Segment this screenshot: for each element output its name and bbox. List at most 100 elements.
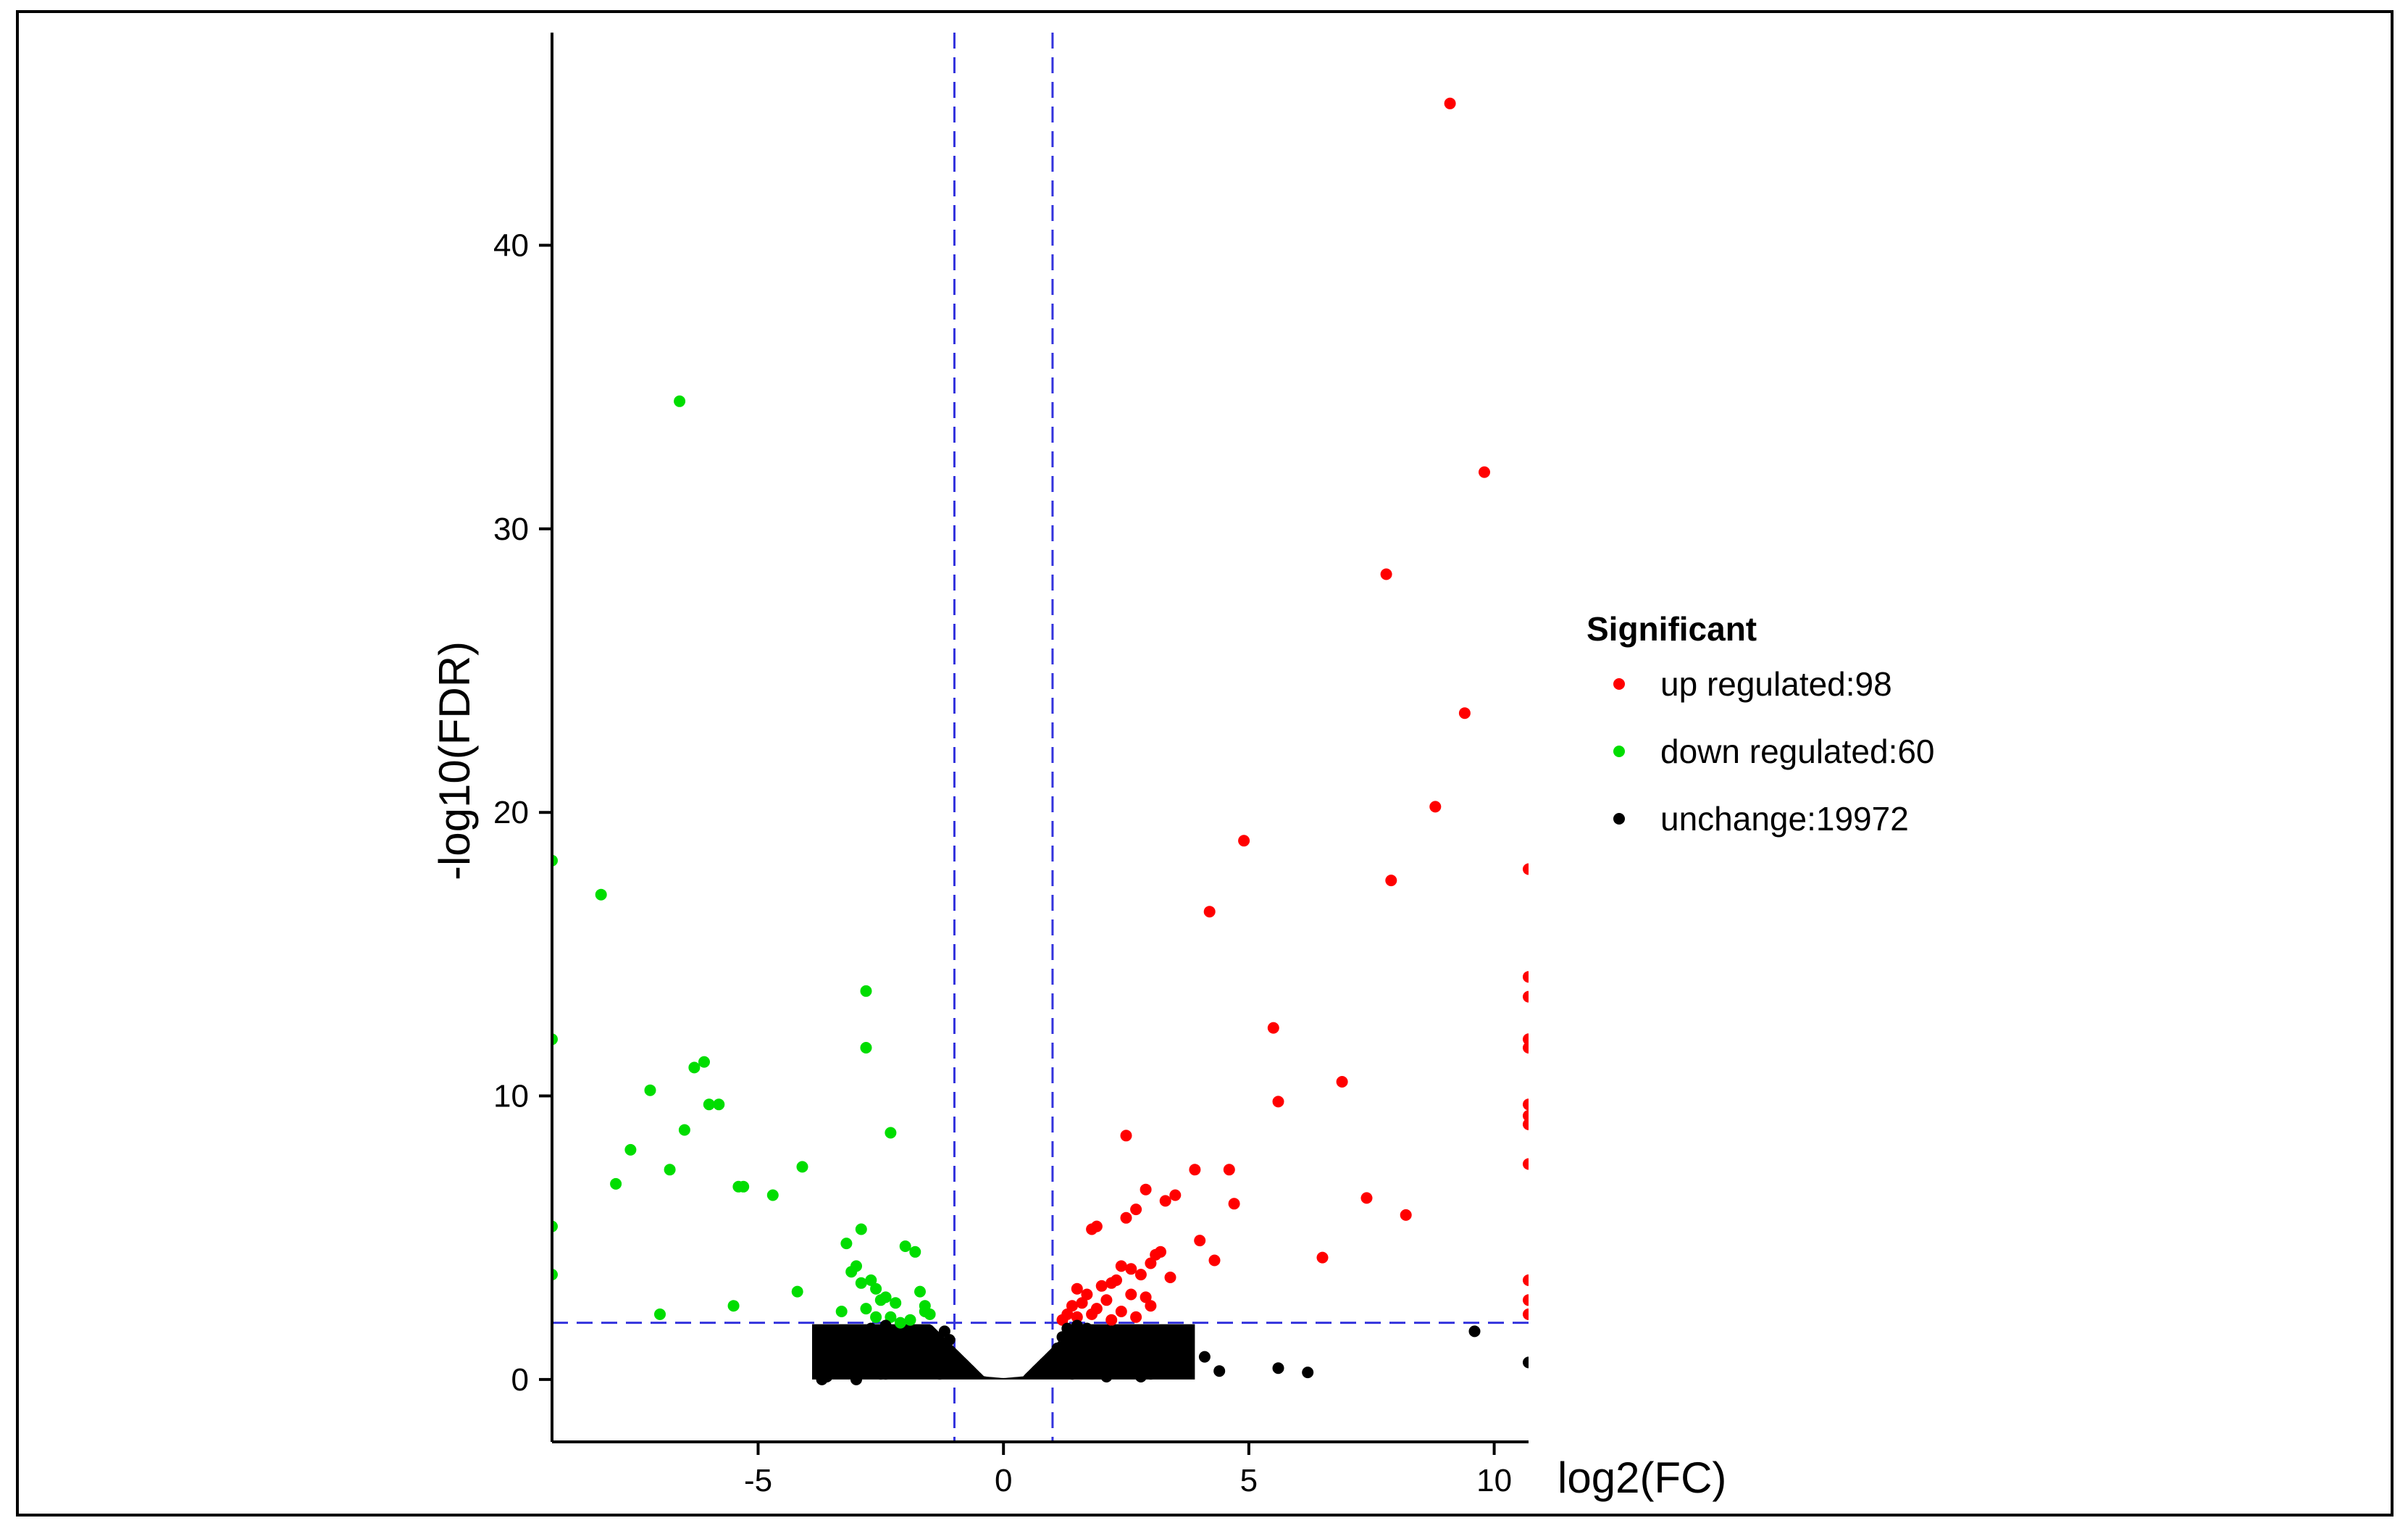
- point-unchange: [1100, 1371, 1113, 1382]
- point-up-regulated: [1523, 1294, 1529, 1306]
- point-up-regulated: [1145, 1300, 1157, 1312]
- point-up-regulated: [1105, 1314, 1118, 1326]
- point-down-regulated: [914, 1285, 926, 1298]
- point-down-regulated: [860, 985, 872, 997]
- point-up-regulated: [1115, 1260, 1127, 1272]
- legend-swatch-up: [1613, 678, 1625, 690]
- point-down-regulated: [855, 1277, 867, 1289]
- point-up-regulated: [1458, 707, 1471, 719]
- point-up-regulated: [1380, 568, 1392, 580]
- y-tick-label: 40: [493, 228, 529, 264]
- y-tick-label: 30: [493, 512, 529, 547]
- point-down-regulated: [870, 1311, 882, 1323]
- point-up-regulated: [1130, 1203, 1142, 1216]
- point-unchange: [1115, 1345, 1127, 1357]
- point-up-regulated: [1267, 1022, 1279, 1034]
- axes: -5 0 5 10 0 10 20 30 40: [493, 33, 1529, 1498]
- point-up-regulated: [1523, 863, 1529, 875]
- point-unchange: [830, 1351, 843, 1363]
- point-unchange: [914, 1325, 926, 1338]
- point-unchange: [943, 1334, 956, 1346]
- point-up-regulated: [1081, 1288, 1093, 1301]
- point-down-regulated: [796, 1161, 808, 1173]
- point-up-regulated: [1360, 1192, 1373, 1204]
- point-down-regulated: [664, 1164, 676, 1176]
- point-unchange: [1061, 1362, 1074, 1374]
- point-up-regulated: [1479, 466, 1490, 478]
- point-unchange: [1071, 1319, 1083, 1332]
- point-up-regulated: [1169, 1189, 1182, 1201]
- legend: Significant up regulated:98 down regulate…: [1586, 610, 1935, 838]
- point-unchange: [1155, 1362, 1166, 1374]
- point-up-regulated: [1145, 1257, 1157, 1269]
- point-down-regulated: [713, 1098, 725, 1111]
- point-up-regulated: [1125, 1263, 1137, 1275]
- x-tick-label: -5: [744, 1463, 772, 1498]
- point-unchange: [1120, 1359, 1132, 1372]
- point-down-regulated: [865, 1274, 877, 1286]
- point-unchange: [1302, 1367, 1314, 1379]
- point-up-regulated: [1111, 1274, 1122, 1286]
- point-up-regulated: [1155, 1246, 1166, 1258]
- point-unchange: [894, 1351, 906, 1363]
- point-up-regulated: [1164, 1272, 1176, 1283]
- point-unchange: [821, 1371, 833, 1382]
- point-up-regulated: [1125, 1288, 1137, 1301]
- point-unchange: [1523, 1356, 1529, 1369]
- x-tick-label: 5: [1240, 1463, 1258, 1498]
- point-unchange: [885, 1342, 897, 1354]
- point-unchange: [914, 1342, 926, 1354]
- point-unchange: [924, 1348, 936, 1360]
- point-unchange: [850, 1373, 862, 1385]
- point-up-regulated: [1159, 1195, 1171, 1207]
- point-down-regulated: [654, 1308, 666, 1320]
- point-up-regulated: [1523, 1098, 1529, 1111]
- point-unchange: [1140, 1337, 1152, 1348]
- point-unchange: [1198, 1351, 1211, 1363]
- point-up-regulated: [1194, 1235, 1206, 1247]
- point-down-regulated: [904, 1314, 916, 1326]
- point-up-regulated: [1100, 1294, 1113, 1306]
- point-up-regulated: [1400, 1209, 1412, 1221]
- y-tick-label: 20: [493, 795, 529, 830]
- point-unchange: [1145, 1368, 1157, 1380]
- point-down-regulated: [610, 1177, 622, 1190]
- point-up-regulated: [1523, 1158, 1529, 1170]
- point-down-regulated: [703, 1098, 715, 1111]
- point-unchange: [1081, 1322, 1093, 1335]
- point-unchange: [1468, 1325, 1481, 1338]
- point-down-regulated: [727, 1300, 740, 1312]
- point-down-regulated: [855, 1223, 867, 1235]
- point-down-regulated: [674, 395, 686, 407]
- point-up-regulated: [1316, 1251, 1329, 1264]
- point-down-regulated: [919, 1306, 931, 1317]
- point-unchange: [1111, 1337, 1122, 1348]
- legend-swatch-down: [1613, 746, 1625, 757]
- point-unchange: [879, 1319, 892, 1332]
- point-down-regulated: [595, 888, 607, 901]
- threshold-lines: [552, 33, 1529, 1442]
- point-unchange: [934, 1368, 946, 1380]
- point-down-regulated: [644, 1084, 656, 1096]
- point-up-regulated: [1203, 906, 1216, 918]
- point-down-regulated: [766, 1189, 779, 1201]
- point-up-regulated: [1523, 1308, 1529, 1320]
- point-down-regulated: [885, 1311, 897, 1323]
- point-unchange: [865, 1356, 877, 1369]
- point-down-regulated: [845, 1266, 858, 1278]
- point-down-regulated: [678, 1124, 690, 1136]
- x-tick-label: 0: [995, 1463, 1012, 1498]
- point-up-regulated: [1076, 1297, 1088, 1309]
- point-up-regulated: [1120, 1211, 1132, 1224]
- point-down-regulated: [698, 1056, 710, 1068]
- point-down-regulated: [894, 1317, 906, 1329]
- point-down-regulated: [909, 1246, 921, 1258]
- point-up-regulated: [1272, 1096, 1284, 1108]
- point-down-regulated: [732, 1180, 745, 1193]
- point-down-regulated: [791, 1285, 803, 1298]
- y-axis-title: -log10(FDR): [430, 641, 479, 880]
- point-up-regulated: [1115, 1306, 1127, 1317]
- point-up-regulated: [1208, 1254, 1221, 1267]
- point-unchange: [1051, 1342, 1063, 1354]
